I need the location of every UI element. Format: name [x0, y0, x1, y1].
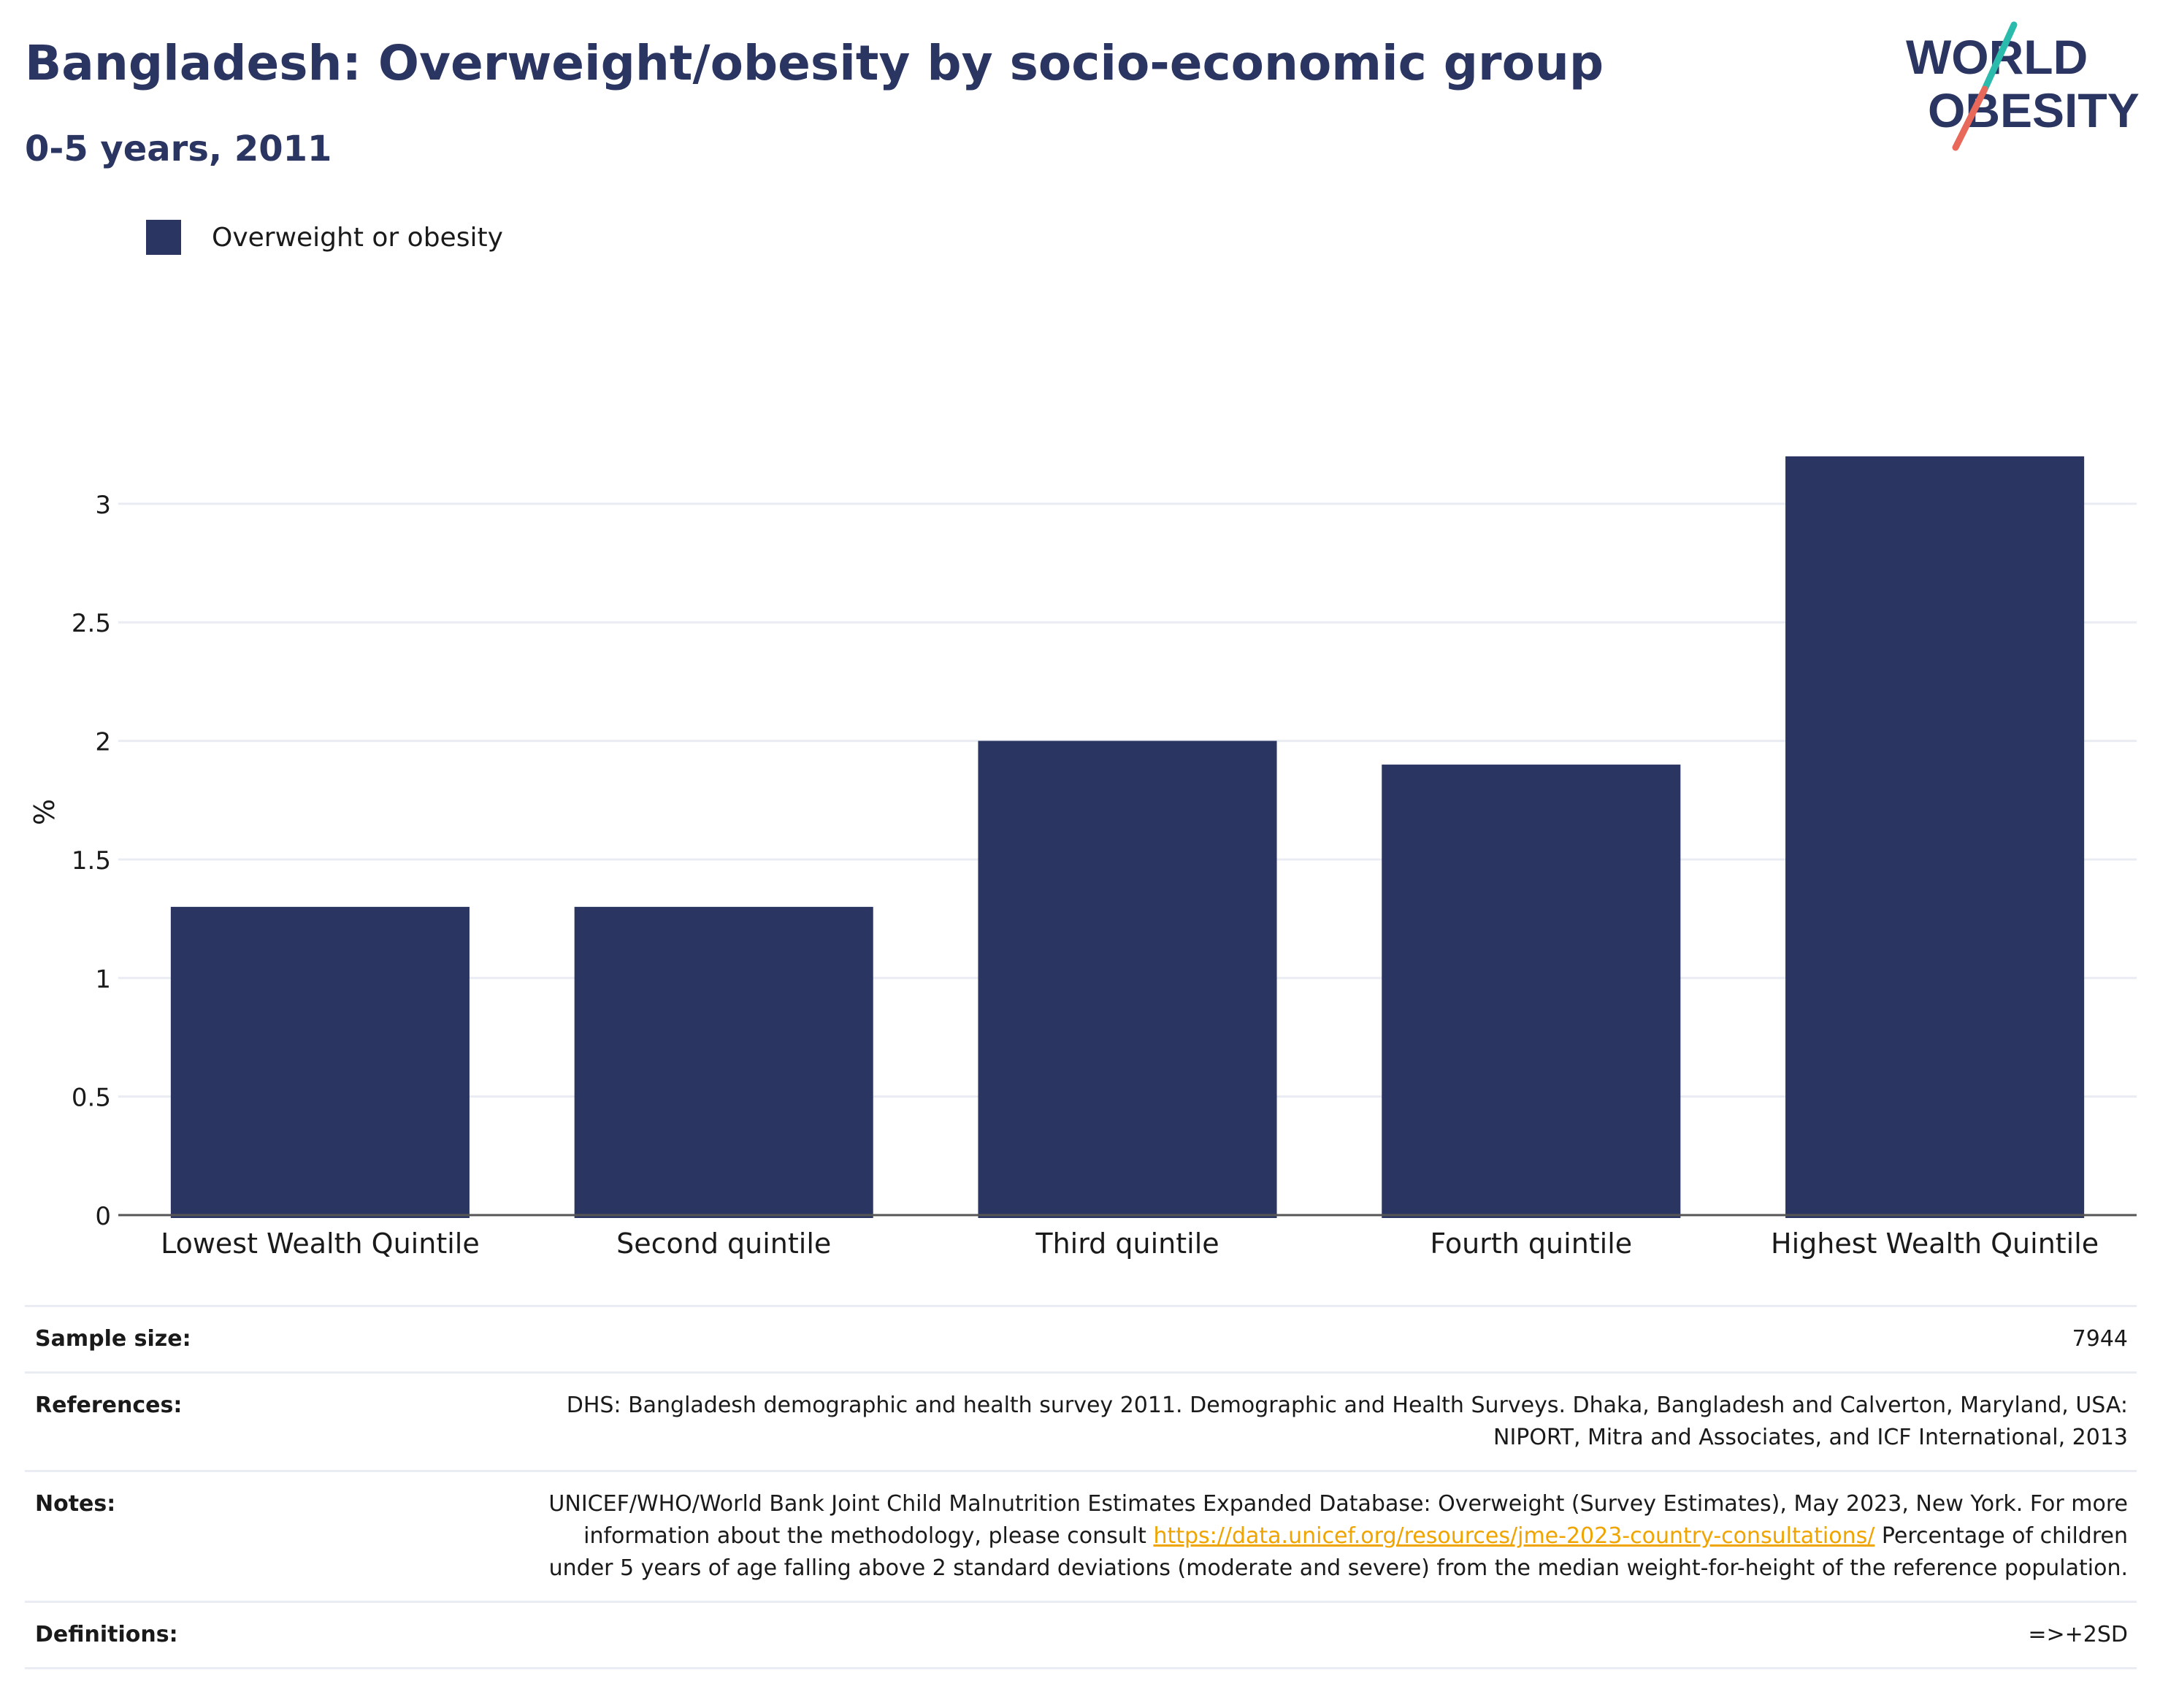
y-tick-label: 2.5 [72, 609, 111, 638]
y-tick-label: 1 [95, 965, 111, 994]
bar [574, 906, 873, 1218]
y-tick-label: 3 [95, 491, 111, 520]
sample-size-value: 7944 [2072, 1326, 2128, 1352]
y-tick-labels: 0 0.5 1 1.5 2 2.5 3 [72, 491, 111, 1231]
y-tick-label: 2 [95, 728, 111, 757]
x-tick-label: Third quintile [1035, 1228, 1219, 1260]
bar [978, 740, 1277, 1218]
references-row: References: DHS: Bangladesh demographic … [25, 1371, 2137, 1470]
bars [170, 456, 2085, 1218]
x-tick-label: Highest Wealth Quintile [1771, 1228, 2099, 1260]
sample-size-row: Sample size: 7944 [25, 1305, 2137, 1371]
bar [170, 906, 470, 1218]
bar [1382, 765, 1681, 1218]
legend[interactable]: Overweight or obesity [146, 219, 503, 256]
definitions-label: Definitions: [35, 1622, 178, 1647]
legend-label: Overweight or obesity [212, 222, 503, 253]
notes-text-after: Percentage of children under 5 years of … [548, 1523, 2128, 1581]
info-table: Sample size: 7944 References: DHS: Bangl… [25, 1305, 2137, 1669]
x-tick-labels: Lowest Wealth Quintile Second quintile Thi… [161, 1228, 2099, 1260]
legend-swatch [146, 220, 181, 255]
y-tick-label: 0 [95, 1202, 111, 1231]
y-tick-label: 1.5 [72, 846, 111, 876]
y-tick-label: 0.5 [72, 1084, 111, 1113]
logo-slash-bottom [1952, 85, 1988, 151]
definitions-row: Definitions: =>+2SD [25, 1601, 2137, 1669]
world-obesity-logo: WORLD OBESITY [1906, 21, 2140, 151]
y-axis-label: % [28, 799, 61, 825]
notes-text-before: UNICEF/WHO/World Bank Joint Child Malnut… [548, 1491, 2128, 1549]
notes-row: Notes: UNICEF/WHO/World Bank Joint Child… [25, 1470, 2137, 1601]
logo-slash-top [1981, 21, 2018, 93]
x-tick-label: Fourth quintile [1430, 1228, 1632, 1260]
sample-size-label: Sample size: [35, 1326, 191, 1352]
chart-title: Bangladesh: Overweight/obesity by socio-… [25, 35, 1604, 91]
x-tick-label: Lowest Wealth Quintile [161, 1228, 480, 1260]
bar [1785, 456, 2085, 1218]
references-value: DHS: Bangladesh demographic and health s… [566, 1393, 2128, 1450]
x-tick-label: Second quintile [616, 1228, 831, 1260]
definitions-value: =>+2SD [2028, 1622, 2128, 1647]
bar-chart: 0 0.5 1 1.5 2 2.5 3 Lowest Wealth Quintile Seco… [28, 456, 2137, 1260]
chart-subtitle: 0-5 years, 2011 [25, 129, 332, 169]
notes-label: Notes: [35, 1491, 116, 1517]
references-label: References: [35, 1393, 183, 1418]
notes-value: UNICEF/WHO/World Bank Joint Child Malnut… [536, 1488, 2128, 1585]
notes-link[interactable]: https://data.unicef.org/resources/jme-20… [1153, 1523, 1875, 1549]
